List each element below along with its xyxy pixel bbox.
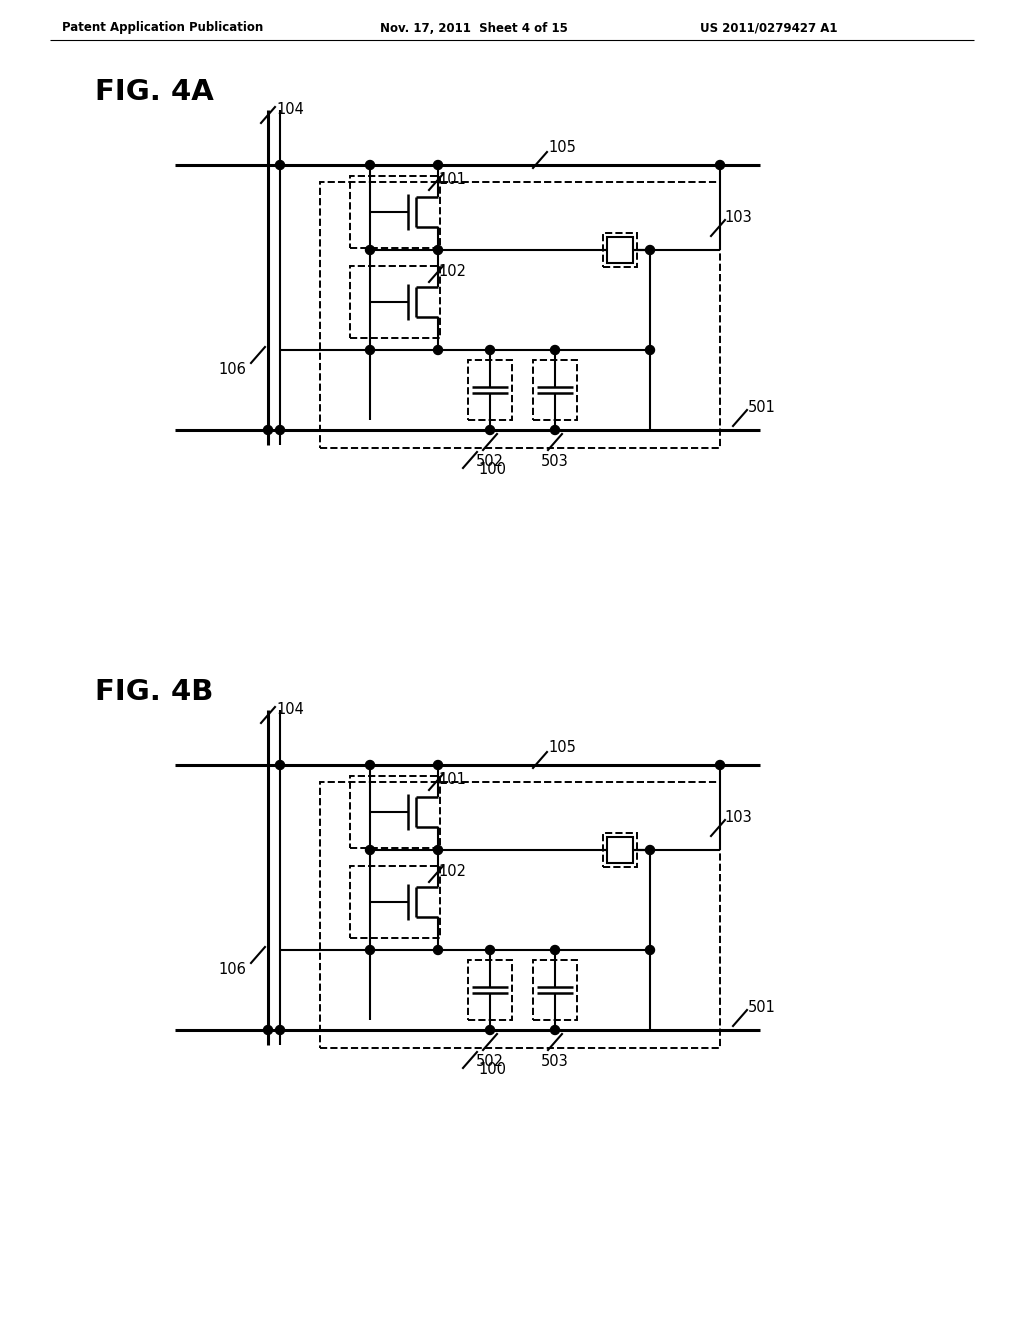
Circle shape [275, 425, 285, 434]
Circle shape [485, 346, 495, 355]
Circle shape [433, 246, 442, 255]
Text: 104: 104 [276, 103, 304, 117]
Circle shape [716, 760, 725, 770]
Text: US 2011/0279427 A1: US 2011/0279427 A1 [700, 21, 838, 34]
Circle shape [645, 246, 654, 255]
Circle shape [485, 1026, 495, 1035]
Bar [350, 866, 440, 939]
Text: 100: 100 [478, 462, 506, 478]
Text: 502: 502 [476, 1055, 504, 1069]
Circle shape [366, 846, 375, 854]
Bar [468, 360, 512, 420]
Text: 104: 104 [276, 702, 304, 718]
Circle shape [551, 425, 559, 434]
Text: 106: 106 [218, 363, 246, 378]
Circle shape [645, 945, 654, 954]
Circle shape [275, 1026, 285, 1035]
Circle shape [716, 161, 725, 169]
Text: 103: 103 [724, 210, 752, 226]
Text: 503: 503 [541, 1055, 568, 1069]
Text: 105: 105 [548, 140, 575, 154]
Circle shape [433, 161, 442, 169]
Text: 100: 100 [478, 1063, 506, 1077]
Circle shape [551, 346, 559, 355]
Text: FIG. 4B: FIG. 4B [95, 678, 213, 706]
Text: FIG. 4A: FIG. 4A [95, 78, 214, 106]
Circle shape [366, 246, 375, 255]
Bar [534, 360, 577, 420]
Bar [468, 960, 512, 1020]
Text: 102: 102 [438, 865, 466, 879]
Text: 101: 101 [438, 173, 466, 187]
Bar [603, 833, 637, 867]
Circle shape [485, 945, 495, 954]
Circle shape [433, 945, 442, 954]
Circle shape [485, 425, 495, 434]
Circle shape [366, 161, 375, 169]
Circle shape [551, 1026, 559, 1035]
Text: 103: 103 [724, 810, 752, 825]
Circle shape [645, 846, 654, 854]
Text: 503: 503 [541, 454, 568, 470]
Text: 102: 102 [438, 264, 466, 280]
Text: 106: 106 [218, 962, 246, 978]
Text: Patent Application Publication: Patent Application Publication [62, 21, 263, 34]
Bar [534, 960, 577, 1020]
Circle shape [433, 760, 442, 770]
Text: 105: 105 [548, 739, 575, 755]
Bar [607, 837, 633, 863]
Text: 501: 501 [748, 400, 776, 416]
Circle shape [366, 760, 375, 770]
Circle shape [551, 945, 559, 954]
Bar [607, 238, 633, 263]
Text: 101: 101 [438, 772, 466, 788]
Bar [350, 176, 440, 248]
Circle shape [263, 1026, 272, 1035]
Circle shape [645, 346, 654, 355]
Bar [350, 776, 440, 847]
Bar [319, 182, 720, 447]
Bar [319, 781, 720, 1048]
Circle shape [366, 945, 375, 954]
Circle shape [275, 760, 285, 770]
Bar [603, 234, 637, 267]
Circle shape [433, 346, 442, 355]
Circle shape [433, 846, 442, 854]
Circle shape [366, 346, 375, 355]
Bar [350, 267, 440, 338]
Text: 502: 502 [476, 454, 504, 470]
Circle shape [263, 425, 272, 434]
Text: 501: 501 [748, 1001, 776, 1015]
Text: Nov. 17, 2011  Sheet 4 of 15: Nov. 17, 2011 Sheet 4 of 15 [380, 21, 568, 34]
Circle shape [275, 161, 285, 169]
